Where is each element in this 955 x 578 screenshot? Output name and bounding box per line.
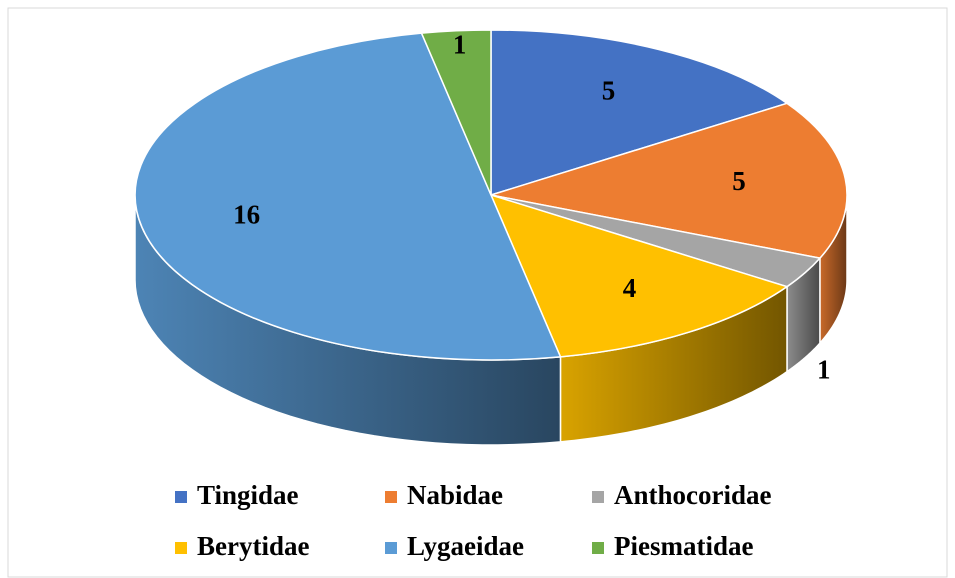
legend-label: Piesmatidae [614, 531, 753, 561]
data-label: 1 [453, 29, 467, 59]
legend-label: Anthocoridae [614, 480, 772, 510]
pie-slice [490, 29, 789, 197]
legend-swatch [385, 491, 397, 503]
pie-slice [489, 193, 789, 358]
data-label: 1 [817, 355, 831, 385]
pie-slice [420, 29, 492, 196]
pie-slice [490, 102, 848, 259]
legend-label: Tingidae [197, 480, 299, 510]
data-label: 5 [602, 75, 616, 105]
legend-label: Berytidae [197, 531, 309, 561]
pie-slice [134, 32, 562, 361]
legend-swatch [175, 491, 187, 503]
data-label: 16 [233, 200, 260, 230]
data-label: 5 [732, 166, 746, 196]
legend-label: Nabidae [407, 480, 503, 510]
pie-tops [134, 29, 848, 361]
data-label: 4 [623, 273, 637, 303]
legend-swatch [592, 491, 604, 503]
legend-label: Lygaeidae [407, 531, 524, 561]
data-labels: 5 5 1 4 16 1 [233, 29, 830, 384]
pie-sides [134, 194, 848, 446]
legend-swatch [175, 542, 187, 554]
legend: Tingidae Nabidae Anthocoridae Berytidae Lyga… [175, 480, 772, 561]
legend-swatch [385, 542, 397, 554]
legend-swatch [592, 542, 604, 554]
